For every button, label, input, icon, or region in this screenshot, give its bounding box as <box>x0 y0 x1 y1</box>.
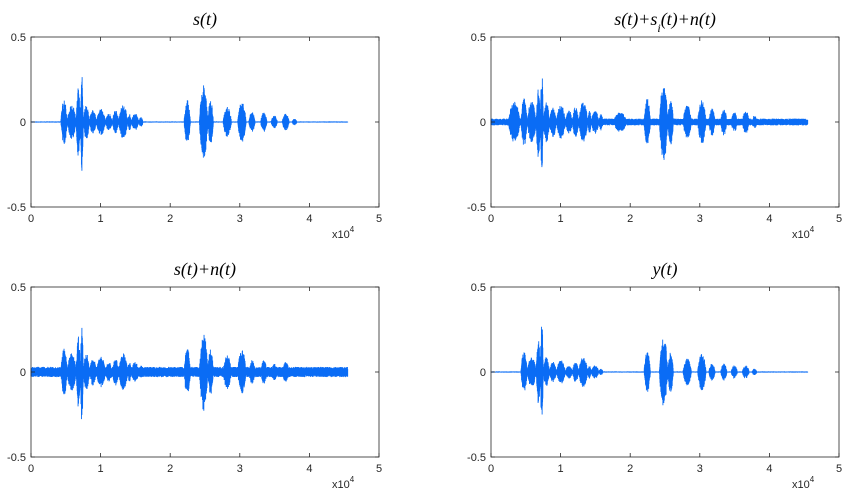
y-tick-label: 0.5 <box>11 282 26 294</box>
y-tick-label: -0.5 <box>467 202 486 214</box>
y-tick-label: 0.5 <box>471 32 486 44</box>
x-tick-label: 5 <box>836 463 842 475</box>
y-tick-label: 0 <box>20 367 26 379</box>
x-tick-label: 3 <box>237 213 243 225</box>
series-waveform <box>30 327 349 420</box>
chart-title: s(t)+si(t)+n(t) <box>614 9 716 35</box>
x-tick-label: 5 <box>376 213 382 225</box>
y-tick-label: 0.5 <box>11 32 26 44</box>
x-tick-label: 5 <box>836 213 842 225</box>
x-tick-label: 0 <box>28 463 34 475</box>
x-tick-label: 1 <box>98 463 104 475</box>
series-waveform <box>490 78 809 168</box>
x-tick-label: 1 <box>98 213 104 225</box>
x-tick-label: 3 <box>237 463 243 475</box>
chart-title: y(t) <box>651 259 678 280</box>
x-exponent-label: x104 <box>792 225 815 241</box>
y-tick-label: 0 <box>480 367 486 379</box>
x-tick-label: 3 <box>697 463 703 475</box>
y-tick-label: 0 <box>20 117 26 129</box>
x-tick-label: 4 <box>766 213 772 225</box>
chart-title: s(t) <box>193 9 217 30</box>
x-tick-label: 4 <box>306 463 312 475</box>
x-tick-label: 1 <box>558 463 564 475</box>
x-tick-label: 0 <box>488 463 494 475</box>
y-tick-label: -0.5 <box>7 452 26 464</box>
chart-title: s(t)+n(t) <box>174 259 236 280</box>
x-tick-label: 2 <box>627 463 633 475</box>
x-tick-label: 4 <box>306 213 312 225</box>
x-tick-label: 5 <box>376 463 382 475</box>
x-tick-label: 2 <box>167 463 173 475</box>
y-tick-label: 0 <box>480 117 486 129</box>
x-exponent-label: x104 <box>332 475 355 491</box>
x-tick-label: 0 <box>488 213 494 225</box>
series-waveform <box>30 77 349 171</box>
x-exponent-label: x104 <box>792 475 815 491</box>
y-tick-label: -0.5 <box>7 202 26 214</box>
x-tick-label: 4 <box>766 463 772 475</box>
series-waveform <box>490 326 809 415</box>
x-tick-label: 3 <box>697 213 703 225</box>
x-tick-label: 0 <box>28 213 34 225</box>
x-tick-label: 2 <box>627 213 633 225</box>
y-tick-label: -0.5 <box>467 452 486 464</box>
x-exponent-label: x104 <box>332 225 355 241</box>
y-tick-label: 0.5 <box>471 282 486 294</box>
x-tick-label: 1 <box>558 213 564 225</box>
x-tick-label: 2 <box>167 213 173 225</box>
